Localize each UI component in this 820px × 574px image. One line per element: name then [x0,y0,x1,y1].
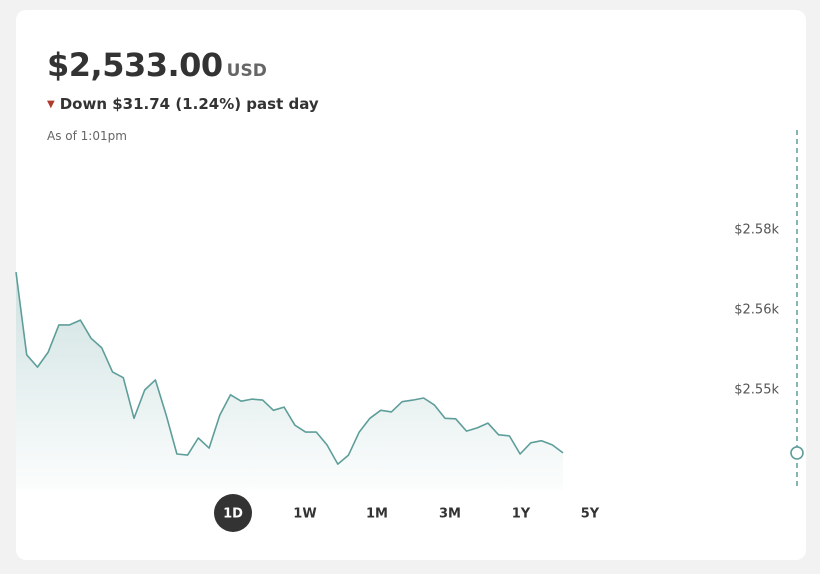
range-label: 1Y [512,507,531,522]
range-label: 3M [439,507,461,522]
range-label: 1W [293,507,316,522]
range-button[interactable]: 1W [293,507,316,522]
y-tick-label: $2.58k [734,223,779,238]
area [16,272,563,490]
change-line: ▼ Down $31.74 (1.24%) past day [47,95,319,113]
range-button[interactable]: 1Y [512,507,531,522]
price-line [15,271,564,465]
currency: USD [226,61,267,81]
range-label: 1M [366,507,388,522]
current-marker [790,446,804,460]
range-button[interactable]: 1D [214,494,252,532]
range-button[interactable]: 3M [439,507,461,522]
range-button[interactable]: 5Y [581,507,600,522]
down-icon: ▼ [47,99,55,110]
range-label: 1D [223,507,243,522]
change: Down $31.74 (1.24%) past day [59,95,319,113]
y-tick-label: $2.56k [734,303,779,318]
range-button[interactable]: 1M [366,507,388,522]
price: $2,533.00 [47,46,223,84]
as-of: As of 1:01pm [47,129,127,143]
range-active-bg [214,494,252,532]
range-label: 5Y [581,507,600,522]
price-line: $2,533.00 USD [47,46,267,84]
y-tick-label: $2.55k [734,383,779,398]
